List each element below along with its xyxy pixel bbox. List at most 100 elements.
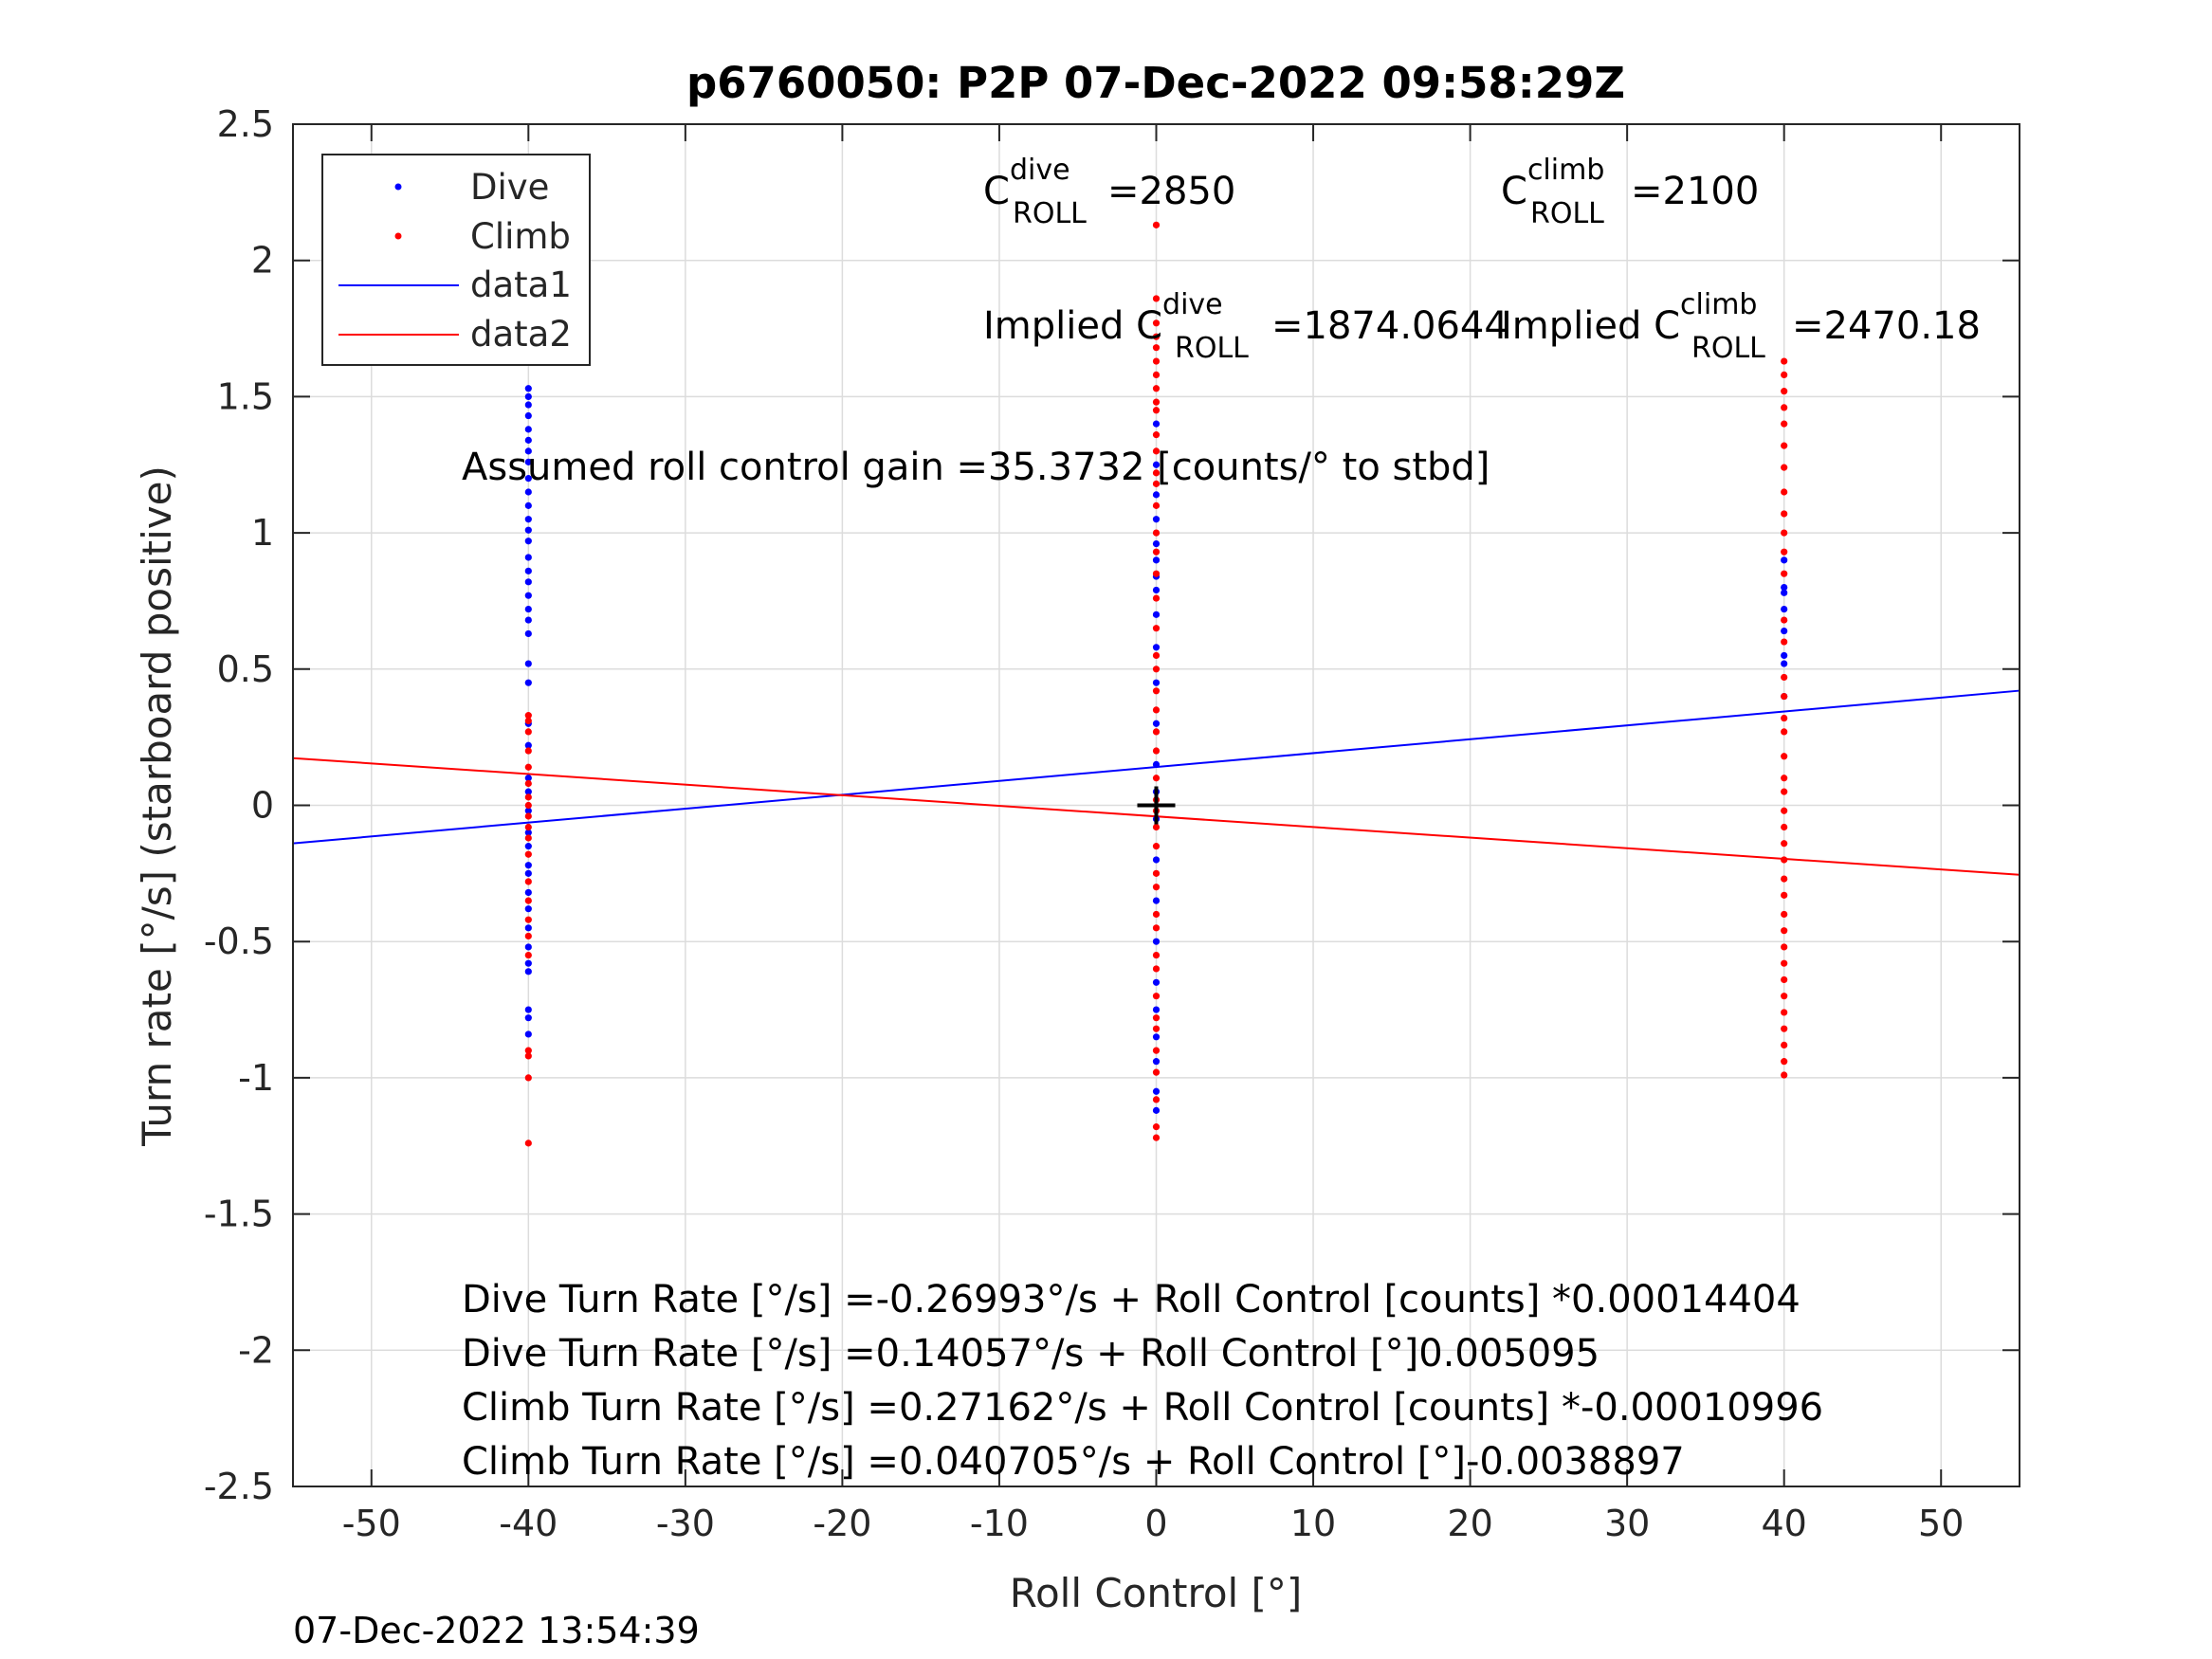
y-tick-label: 1 (251, 512, 274, 554)
dive-point (524, 578, 532, 586)
implied-c-climb-label: Implied Cclimb ROLL=2470.18 (1501, 288, 1981, 365)
dive-point (524, 554, 532, 561)
legend-data2-label: data2 (470, 314, 572, 355)
climb-point (1152, 706, 1161, 714)
climb-point (1781, 420, 1788, 428)
legend-data1-label: data1 (470, 264, 572, 305)
c-climb-label: Cclimb ROLL=2100 (1501, 154, 1759, 230)
legend-dive-marker (394, 183, 402, 191)
dive-point (524, 475, 532, 483)
climb-point (1781, 357, 1788, 365)
climb-point (1152, 869, 1161, 877)
dive-point (524, 843, 532, 850)
climb-point (1781, 943, 1788, 951)
climb-point (524, 951, 532, 959)
dive-point (524, 788, 532, 795)
y-tick-label: 2.5 (217, 103, 274, 145)
dive-point (1152, 420, 1161, 428)
dive-point (1152, 491, 1161, 499)
climb-point (524, 932, 532, 940)
x-tick-label: 10 (1290, 1503, 1336, 1544)
climb-point (524, 801, 532, 810)
dive-point (524, 741, 532, 749)
climb-point (1152, 951, 1161, 959)
climb-point (1781, 856, 1788, 864)
dive-point (1781, 627, 1788, 635)
climb-point (1152, 665, 1161, 673)
climb-point (1152, 407, 1161, 414)
dive-point (524, 1014, 532, 1022)
y-tick-label: -0.5 (204, 921, 274, 962)
climb-point (1781, 775, 1788, 782)
dive-point (1152, 644, 1161, 651)
y-tick-label: 0 (251, 785, 274, 827)
climb-point (1152, 1096, 1161, 1103)
dive-point (1152, 1033, 1161, 1041)
climb-point (1781, 548, 1788, 556)
climb-point (1781, 673, 1788, 682)
dive-point (524, 862, 532, 869)
climb-point (1781, 570, 1788, 577)
dive-point (1152, 720, 1161, 727)
dive-point (524, 968, 532, 975)
climb-point (524, 1052, 532, 1060)
dive-point (1152, 516, 1161, 523)
dive-point (1152, 539, 1161, 548)
climb-point (524, 712, 532, 720)
x-tick-label: 20 (1447, 1503, 1492, 1544)
dive-point (524, 516, 532, 523)
dive-point (1152, 897, 1161, 904)
climb-point (1781, 510, 1788, 518)
y-tick-label: -2 (238, 1329, 274, 1371)
dive-point (1781, 589, 1788, 596)
climb-point (1152, 1047, 1161, 1054)
dive-point (524, 807, 532, 814)
climb-point (1781, 910, 1788, 919)
dive-point (1152, 1058, 1161, 1066)
c-dive-label: Cdive ROLL=2850 (983, 154, 1235, 230)
x-tick-label: -40 (499, 1503, 558, 1544)
legend-climb-label: Climb (470, 216, 571, 257)
x-tick-label: 40 (1762, 1503, 1807, 1544)
climb-point (1152, 1014, 1161, 1022)
dive-point (1152, 1106, 1161, 1114)
climb-point (1152, 385, 1161, 392)
climb-point (524, 793, 532, 801)
climb-point (1152, 371, 1161, 379)
x-tick-label: -10 (970, 1503, 1029, 1544)
climb-point (1781, 753, 1788, 760)
climb-point (1781, 442, 1788, 449)
dive-point (524, 888, 532, 897)
dive-point (524, 392, 532, 400)
climb-point (1152, 221, 1161, 228)
climb-point (1781, 388, 1788, 395)
climb-point (1152, 357, 1161, 365)
render-timestamp: 07-Dec-2022 13:54:39 (293, 1610, 700, 1651)
climb-point (1152, 501, 1161, 509)
dive-point (1781, 651, 1788, 660)
dive-point (524, 924, 532, 932)
dive-point (524, 538, 532, 545)
climb-point (1781, 371, 1788, 379)
climb-point (1781, 728, 1788, 736)
climb-point (1781, 823, 1788, 831)
dive-point (1152, 978, 1161, 986)
climb-point (524, 1074, 532, 1082)
climb-point (1152, 625, 1161, 632)
climb-point (1781, 1058, 1788, 1066)
x-tick-label: -20 (813, 1503, 871, 1544)
climb-point (1781, 840, 1788, 848)
legend-climb-marker (394, 232, 402, 240)
dive-point (1781, 556, 1788, 564)
climb-point (1152, 469, 1161, 477)
dive-point (1152, 1006, 1161, 1013)
climb-point (1152, 823, 1161, 831)
climb-point (524, 1047, 532, 1054)
dive-point (1152, 556, 1161, 564)
climb-point (1781, 788, 1788, 795)
climb-point (1781, 1009, 1788, 1016)
climb-point (1152, 965, 1161, 973)
dive-point (524, 616, 532, 624)
dive-point (524, 401, 532, 409)
climb-point (1152, 594, 1161, 602)
